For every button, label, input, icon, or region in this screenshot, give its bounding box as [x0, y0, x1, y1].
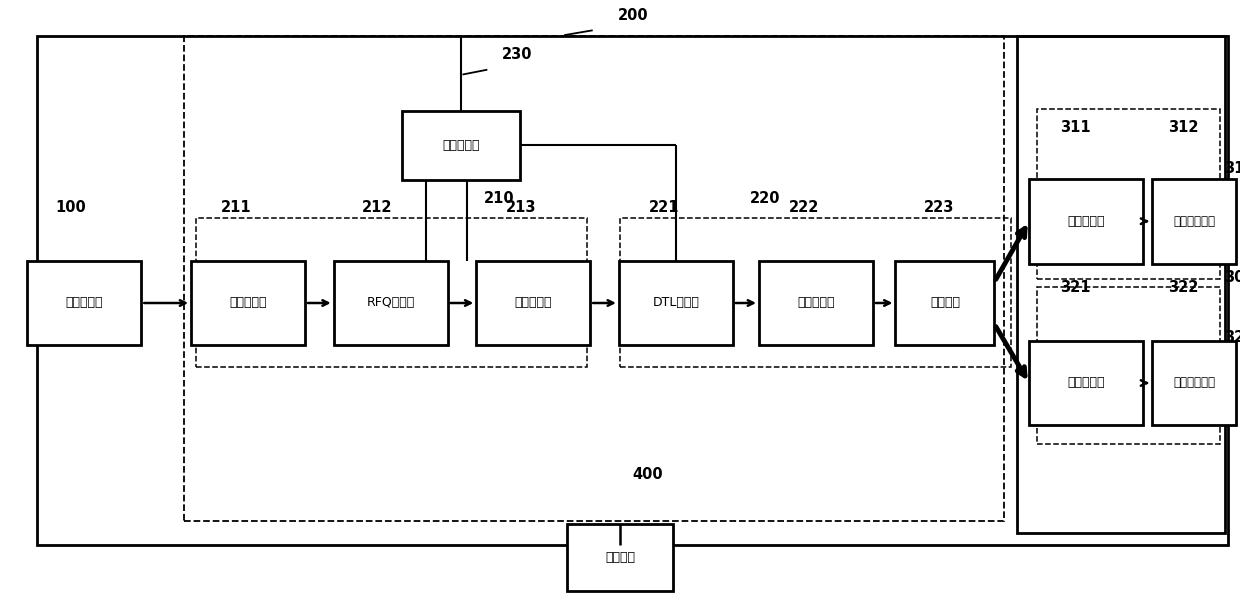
- Bar: [1037, 109, 1220, 279]
- Text: 322: 322: [1168, 280, 1198, 295]
- Text: 321: 321: [1060, 280, 1091, 295]
- Bar: [27, 261, 141, 345]
- Text: 高能传输段: 高能传输段: [797, 296, 835, 310]
- Text: 211: 211: [221, 200, 252, 215]
- Text: 中能传输段: 中能传输段: [515, 296, 552, 310]
- Text: 310: 310: [1224, 161, 1240, 176]
- Bar: [402, 110, 521, 181]
- Bar: [37, 36, 1228, 545]
- Text: 230: 230: [502, 47, 533, 62]
- Text: 311: 311: [1060, 119, 1091, 135]
- Text: 控制系统: 控制系统: [605, 551, 635, 564]
- Bar: [1152, 341, 1236, 425]
- Text: 312: 312: [1168, 119, 1199, 135]
- Bar: [895, 261, 994, 345]
- Text: 212: 212: [362, 200, 393, 215]
- Text: 320: 320: [1224, 330, 1240, 345]
- Text: 221: 221: [649, 200, 680, 215]
- Text: 223: 223: [924, 200, 954, 215]
- Bar: [620, 218, 1011, 367]
- Text: 210: 210: [484, 191, 515, 206]
- Text: 222: 222: [789, 200, 818, 215]
- Text: 束流切换: 束流切换: [930, 296, 960, 310]
- Text: 300: 300: [1224, 270, 1240, 285]
- Text: 400: 400: [632, 467, 663, 482]
- Bar: [1152, 179, 1236, 264]
- Text: 220: 220: [750, 191, 781, 206]
- Bar: [191, 261, 305, 345]
- Bar: [1037, 287, 1220, 444]
- Bar: [184, 36, 1004, 521]
- Bar: [1029, 341, 1143, 425]
- Bar: [196, 218, 587, 367]
- Text: 200: 200: [618, 8, 649, 23]
- Text: 中子照射装置: 中子照射装置: [1173, 376, 1215, 390]
- Text: 低能传输段: 低能传输段: [229, 296, 267, 310]
- Bar: [619, 261, 733, 345]
- Bar: [1017, 36, 1225, 533]
- Text: RFQ加速器: RFQ加速器: [367, 296, 414, 310]
- Bar: [759, 261, 873, 345]
- Text: 213: 213: [506, 200, 537, 215]
- Text: 100: 100: [56, 200, 87, 215]
- Bar: [476, 261, 590, 345]
- Text: DTL加速器: DTL加速器: [652, 296, 699, 310]
- Text: 生产应用装置: 生产应用装置: [1173, 215, 1215, 228]
- Text: 生产传输段: 生产传输段: [1068, 215, 1105, 228]
- Text: 射频功率源: 射频功率源: [443, 139, 480, 152]
- Bar: [334, 261, 448, 345]
- Bar: [1029, 179, 1143, 264]
- Text: 质子产生段: 质子产生段: [66, 296, 103, 310]
- Text: 治疗传输段: 治疗传输段: [1068, 376, 1105, 390]
- Bar: [568, 524, 672, 591]
